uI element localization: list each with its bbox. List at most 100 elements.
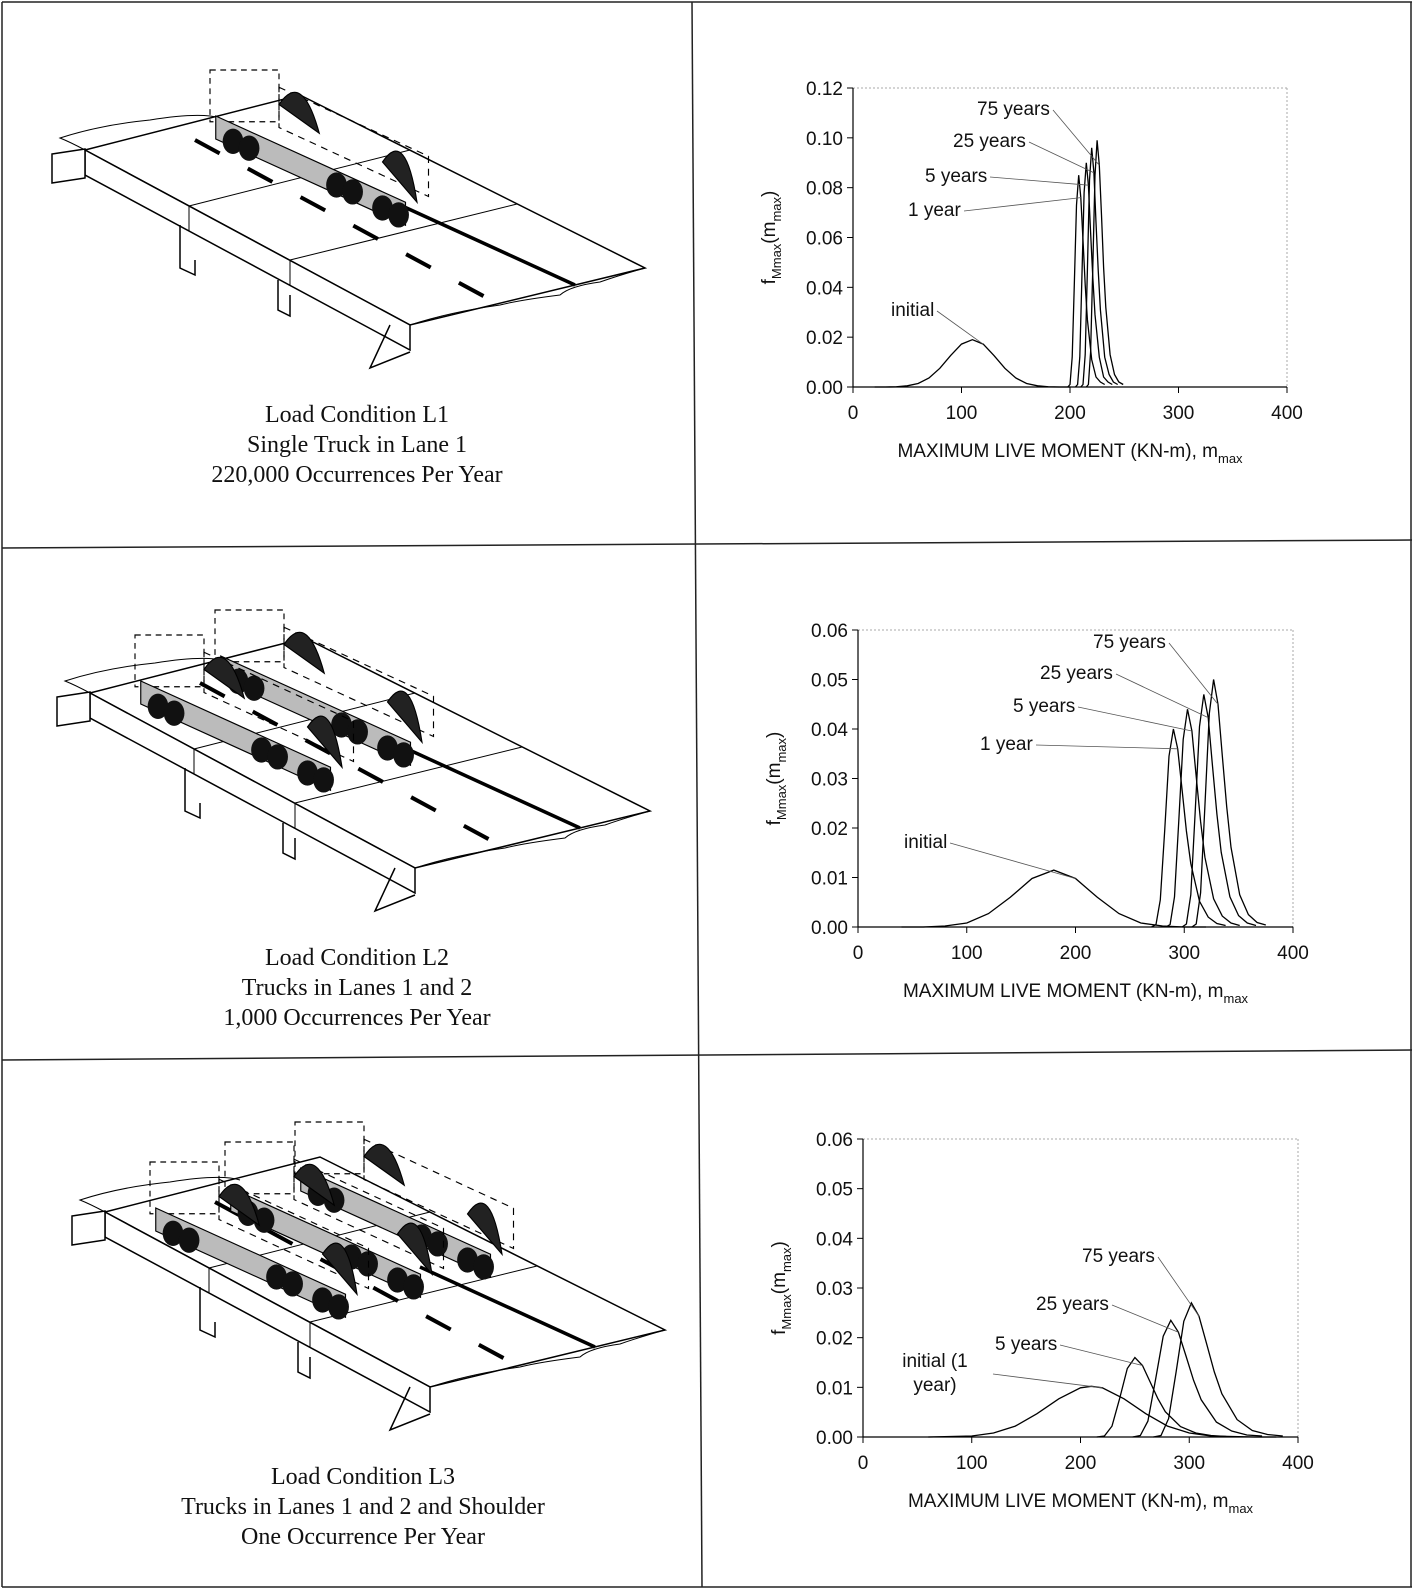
label-part: MAXIMUM LIVE MOMENT (KN-m), m	[908, 1491, 1229, 1512]
curve-label: 25 years	[953, 130, 1026, 154]
curve-label: 1 year	[980, 733, 1033, 757]
leader-line	[1078, 707, 1192, 731]
leader-line	[937, 311, 983, 344]
figure: 0.00 0.02 0.04 0.06 0.08 0.10 0.12 0 100 200 300 40…	[0, 0, 1414, 1589]
y-tick-label: 0.03	[816, 1279, 853, 1300]
y-tick-label: 0.02	[811, 819, 848, 840]
curve-label: 5 years	[925, 165, 987, 189]
leader-line	[1060, 1345, 1142, 1365]
bridge-drawing-l1	[52, 70, 645, 368]
curve-label: 1 year	[908, 199, 961, 223]
leader-line	[1169, 643, 1218, 704]
label-part: )	[764, 732, 785, 738]
x-tick-label: 100	[956, 1453, 988, 1474]
density-curve	[1097, 1358, 1226, 1438]
curve-label: 25 years	[1040, 662, 1113, 686]
curve-label: initial (1 year)	[880, 1350, 990, 1398]
label-part: (m	[769, 1272, 790, 1294]
label-subscript: max	[769, 196, 784, 221]
y-axis-title: fMmax(mmax)	[769, 1241, 794, 1335]
x-tick-label: 300	[1173, 1453, 1205, 1474]
label-subscript: Mmax	[779, 1294, 794, 1330]
x-tick-label: 0	[858, 1453, 869, 1474]
y-tick-label: 0.01	[816, 1378, 853, 1399]
y-tick-label: 0.06	[811, 621, 848, 642]
x-axis-title: MAXIMUM LIVE MOMENT (KN-m), mmax	[908, 1491, 1254, 1516]
y-tick-label: 0.04	[816, 1229, 853, 1250]
label-part: )	[759, 191, 780, 197]
y-tick-label: 0.04	[806, 278, 843, 299]
curve-label: initial	[904, 831, 947, 855]
y-tick-label: 0.04	[811, 720, 848, 741]
y-tick-label: 0.00	[811, 918, 848, 939]
x-tick-label: 100	[951, 943, 983, 964]
curve-label: 75 years	[1093, 631, 1166, 655]
caption-line: Trucks in Lanes 1 and 2	[57, 973, 657, 1003]
curve-label: 75 years	[977, 98, 1050, 122]
label-subscript: max	[1228, 1501, 1253, 1516]
label-subscript: Mmax	[774, 784, 789, 820]
x-tick-label: 100	[946, 403, 978, 424]
caption-line: 1,000 Occurrences Per Year	[57, 1003, 657, 1033]
leader-line	[964, 198, 1081, 211]
y-axis-title: fMmax(mmax)	[759, 191, 784, 285]
y-tick-label: 0.02	[806, 328, 843, 349]
x-tick-label: 300	[1168, 943, 1200, 964]
caption-line: Load Condition L2	[57, 943, 657, 973]
curve-label: initial	[891, 299, 934, 323]
label-subscript: max	[774, 737, 789, 762]
figure-page: 0.00 0.02 0.04 0.06 0.08 0.10 0.12 0 100 200 300 40…	[0, 0, 1414, 1589]
label-part: MAXIMUM LIVE MOMENT (KN-m), m	[903, 981, 1224, 1002]
caption-line: 220,000 Occurrences Per Year	[57, 460, 657, 490]
leader-line	[990, 177, 1088, 185]
x-tick-label: 400	[1277, 943, 1309, 964]
y-tick-label: 0.01	[811, 869, 848, 890]
y-tick-label: 0.08	[806, 179, 843, 200]
label-subscript: max	[1218, 451, 1243, 466]
x-tick-label: 200	[1060, 943, 1092, 964]
leader-line	[1036, 745, 1178, 749]
x-tick-label: 0	[848, 403, 859, 424]
bridge-drawing-l3	[72, 1122, 665, 1430]
caption-line: One Occurrence Per Year	[63, 1522, 663, 1552]
density-curve	[875, 340, 1070, 387]
y-tick-label: 0.05	[811, 671, 848, 692]
label-subscript: Mmax	[769, 243, 784, 279]
y-tick-label: 0.03	[811, 770, 848, 791]
label-subscript: max	[779, 1247, 794, 1272]
leader-line	[1112, 1305, 1178, 1332]
x-tick-label: 400	[1282, 1453, 1314, 1474]
caption-line: Trucks in Lanes 1 and 2 and Shoulder	[63, 1492, 663, 1522]
curve-label: 25 years	[1036, 1293, 1109, 1317]
x-axis-title: MAXIMUM LIVE MOMENT (KN-m), mmax	[903, 981, 1249, 1006]
density-curve	[1182, 694, 1256, 927]
curve-label: 75 years	[1082, 1245, 1155, 1269]
leader-line	[993, 1374, 1102, 1388]
y-tick-label: 0.12	[806, 79, 843, 100]
y-tick-label: 0.02	[816, 1329, 853, 1350]
label-part: (m	[759, 222, 780, 244]
y-tick-label: 0.06	[806, 229, 843, 250]
x-axis-title: MAXIMUM LIVE MOMENT (KN-m), mmax	[897, 441, 1243, 466]
curve-label: 5 years	[995, 1333, 1057, 1357]
y-tick-label: 0.00	[816, 1428, 853, 1449]
x-tick-label: 0	[853, 943, 864, 964]
label-part: (m	[764, 763, 785, 785]
y-tick-label: 0.00	[806, 378, 843, 399]
leader-line	[1158, 1257, 1199, 1316]
x-tick-label: 300	[1163, 403, 1195, 424]
curve-label: 5 years	[1013, 695, 1075, 719]
leader-line	[950, 843, 1076, 878]
density-curve	[1133, 1320, 1262, 1437]
y-tick-label: 0.10	[806, 129, 843, 150]
y-tick-label: 0.06	[816, 1130, 853, 1151]
leader-line	[1116, 674, 1208, 718]
bridge-drawing-l2	[57, 610, 650, 911]
label-part: MAXIMUM LIVE MOMENT (KN-m), m	[897, 441, 1218, 462]
density-curve	[1152, 729, 1226, 927]
x-tick-label: 200	[1065, 1453, 1097, 1474]
y-tick-label: 0.05	[816, 1180, 853, 1201]
caption-line: Single Truck in Lane 1	[57, 430, 657, 460]
label-part: )	[769, 1241, 790, 1247]
x-tick-label: 400	[1271, 403, 1303, 424]
